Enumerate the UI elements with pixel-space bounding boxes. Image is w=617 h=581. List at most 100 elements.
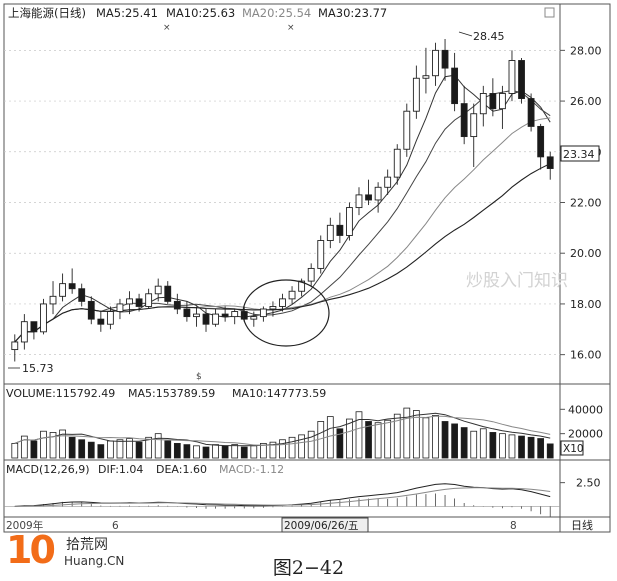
candle-body	[298, 280, 306, 292]
candle-body	[221, 313, 229, 318]
volume-bar	[537, 438, 545, 459]
candle	[154, 278, 162, 302]
volume-bar	[68, 436, 76, 459]
volume-bar	[288, 436, 296, 459]
volume-bar	[403, 407, 411, 459]
volume-bar	[30, 440, 38, 459]
candle	[183, 301, 191, 322]
candle-body	[355, 194, 363, 209]
logo-english: Huang.CN	[64, 554, 125, 568]
candle-body	[393, 148, 401, 178]
candle-body	[59, 283, 67, 297]
candle-body	[365, 194, 372, 201]
candle-body	[279, 298, 286, 307]
volume-bar	[212, 444, 219, 459]
high-pointer	[458, 31, 473, 37]
candle-body	[30, 321, 38, 333]
candle-body	[441, 49, 449, 69]
axis-year: 2009年	[6, 519, 43, 532]
candle-body	[193, 313, 200, 318]
candle	[489, 78, 497, 117]
candle	[78, 283, 86, 307]
volume-axis: 40000 20000	[560, 403, 603, 441]
volume-bar	[499, 433, 506, 459]
candle-body	[508, 60, 516, 94]
candle	[59, 273, 67, 302]
candle-body	[537, 125, 545, 158]
site-logo: 10 拾荒网 Huang.CN	[6, 528, 146, 578]
volume-bar	[231, 444, 239, 459]
volume-bar	[489, 432, 497, 459]
candle	[173, 293, 181, 315]
volume-bar	[479, 428, 487, 459]
last-price: 23.34	[563, 148, 595, 161]
candle	[346, 202, 353, 241]
candle-body	[106, 311, 114, 325]
candle-body	[202, 313, 210, 325]
candle	[193, 306, 200, 327]
ma5-value: MA5:25.41	[96, 6, 158, 20]
candle	[11, 334, 19, 362]
candle-body	[470, 113, 478, 138]
candle	[259, 306, 267, 322]
candle	[479, 85, 487, 127]
highlight-ellipse	[242, 279, 330, 347]
candle	[68, 268, 76, 294]
volume-bar	[470, 430, 478, 459]
volume-bar	[173, 442, 181, 459]
axis-frame	[559, 3, 611, 533]
candle	[508, 50, 516, 102]
volume-value: VOLUME:115792.49	[6, 387, 115, 400]
volume-bar	[97, 444, 105, 459]
candle	[202, 309, 210, 332]
volume-bar	[384, 419, 392, 459]
logo-chinese: 拾荒网	[66, 537, 108, 553]
volume-bar	[346, 418, 353, 459]
volume-bar	[107, 440, 114, 459]
candle	[546, 151, 554, 180]
candle	[317, 235, 325, 274]
volume-bar	[460, 427, 468, 459]
volume-ma10: MA10:147773.59	[232, 387, 326, 400]
volume-bar	[154, 433, 162, 459]
candle	[221, 306, 229, 322]
candle	[384, 169, 392, 195]
candle-body	[307, 267, 315, 282]
candle-body	[154, 285, 162, 295]
price-tick-label: 28.00	[570, 44, 602, 57]
volume-bar	[145, 436, 153, 459]
candle-body	[231, 311, 239, 318]
volume-bar	[374, 422, 382, 459]
candle	[40, 298, 47, 335]
watermark: 炒股入门知识	[466, 271, 568, 291]
candle	[537, 123, 545, 170]
logo-number: 10	[6, 528, 56, 572]
dividend-marker: $	[196, 372, 202, 382]
candle-body	[164, 285, 172, 302]
candle-body	[68, 283, 76, 290]
candle-body	[78, 288, 86, 302]
window-toggle-icon[interactable]	[544, 7, 555, 18]
price-tick-label: 20.00	[570, 247, 602, 260]
volume-bar	[355, 411, 363, 459]
volume-tick-label: 40000	[568, 403, 603, 416]
volume-bar	[298, 434, 305, 459]
macd-dea: DEA:1.60	[156, 463, 207, 476]
macd-title: MACD(12,26,9)	[6, 463, 90, 476]
volume-bar	[59, 429, 66, 459]
candle	[135, 293, 143, 312]
cursor-date: 2009/06/26/五	[284, 520, 359, 532]
price-tick-label: 26.00	[570, 95, 602, 108]
candle-body	[451, 67, 459, 105]
candle-body	[432, 49, 439, 77]
candle	[279, 293, 286, 312]
volume-bar	[336, 428, 344, 459]
date-cursor-box	[281, 517, 369, 533]
volume-bar	[412, 410, 420, 459]
candle	[87, 296, 95, 325]
candle	[498, 85, 506, 129]
volume-bar	[221, 445, 229, 459]
candle-body	[250, 316, 258, 320]
volume-bar	[260, 442, 267, 459]
